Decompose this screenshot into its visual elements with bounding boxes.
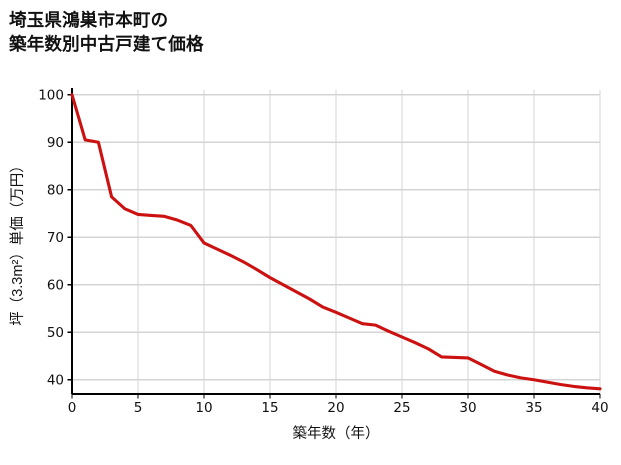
chart-title-line-1: 埼玉県鴻巣市本町の xyxy=(9,10,169,30)
gridlines xyxy=(72,90,601,394)
chart-title-line-2: 築年数別中古戸建て価格 xyxy=(9,34,204,55)
y-tick-label: 40 xyxy=(47,373,64,389)
y-tick-label: 80 xyxy=(47,183,64,199)
x-tick-labels: 0 5 10 15 20 25 30 35 40 xyxy=(68,400,609,416)
x-tick-label: 10 xyxy=(195,400,212,416)
x-tick-label: 5 xyxy=(134,400,143,416)
price-series-line xyxy=(70,93,602,391)
x-tick-label: 15 xyxy=(261,400,278,416)
y-tick-labels: 40 50 60 70 80 90 100 xyxy=(38,88,64,389)
y-tick-label: 70 xyxy=(47,230,64,246)
chart-title: 埼玉県鴻巣市本町の 築年数別中古戸建て価格 xyxy=(9,8,609,56)
y-tick-label: 60 xyxy=(47,278,64,294)
x-tick-label: 0 xyxy=(68,400,77,416)
y-tick-label: 90 xyxy=(47,135,64,151)
x-tick-label: 25 xyxy=(393,400,410,416)
y-axis-title: 坪（3.3m²）単価（万円） xyxy=(9,158,26,326)
x-tick-label: 35 xyxy=(525,400,542,416)
x-tick-label: 30 xyxy=(459,400,476,416)
y-tick-label: 100 xyxy=(38,88,64,104)
x-tick-label: 20 xyxy=(327,400,344,416)
x-axis-title: 築年数（年） xyxy=(293,424,380,442)
x-tick-label: 40 xyxy=(591,400,608,416)
y-tick-label: 50 xyxy=(47,325,64,341)
